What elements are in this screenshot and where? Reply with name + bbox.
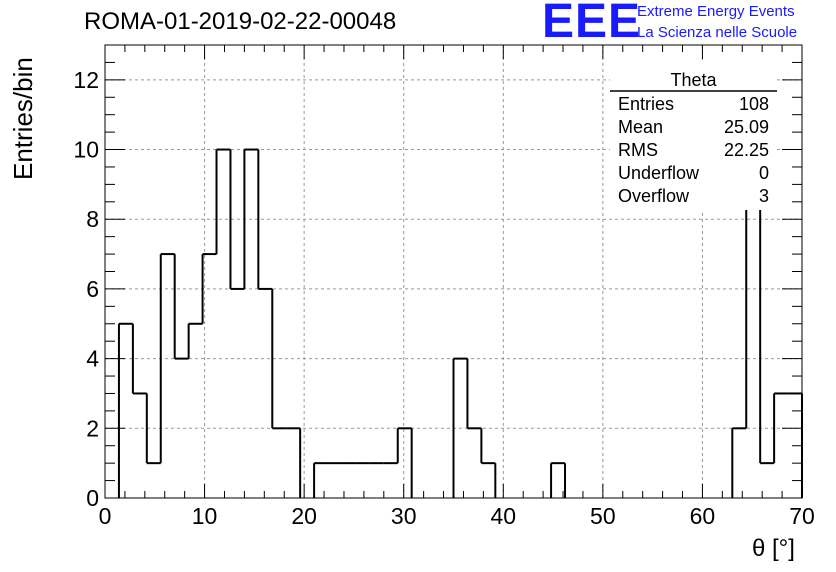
y-tick-label: 10 [73,137,99,163]
y-tick-label: 12 [73,67,99,93]
x-tick-label: 10 [192,503,218,529]
x-tick-label: 70 [789,503,815,529]
y-tick-label: 0 [86,485,99,511]
x-tick-label: 30 [391,503,417,529]
stats-label: RMS [618,140,658,160]
stats-value: 3 [759,186,769,206]
stats-value: 25.09 [724,117,769,137]
stats-value: 108 [739,94,769,114]
logo-line-1: Extreme Energy Events [637,3,795,20]
y-tick-label: 4 [86,346,99,372]
eee-logo: EEE [542,0,642,48]
stats-value: 22.25 [724,140,769,160]
x-axis-label: θ [°] [752,535,795,562]
y-tick-label: 8 [86,206,99,232]
y-axis-label: Entries/bin [8,57,38,180]
stats-title: Theta [670,70,717,90]
stats-label: Entries [618,94,674,114]
y-tick-label: 6 [86,276,99,302]
stats-box: Theta Entries 108 Mean 25.09 RMS 22.25 Underflo… [610,60,777,210]
x-tick-label: 0 [99,503,112,529]
logo-line-2: La Scienza nelle Scuole [637,24,798,41]
x-tick-label: 40 [490,503,516,529]
stats-value: 0 [759,163,769,183]
x-tick-label: 20 [291,503,317,529]
x-tick-label: 60 [690,503,716,529]
x-tick-label: 50 [590,503,616,529]
stats-label: Underflow [618,163,700,183]
y-tick-label: 2 [86,415,99,441]
stats-label: Mean [618,117,663,137]
run-title: ROMA-01-2019-02-22-00048 [84,8,397,35]
axis-ticks [104,44,803,499]
stats-label: Overflow [618,186,690,206]
stats-background [610,60,777,210]
